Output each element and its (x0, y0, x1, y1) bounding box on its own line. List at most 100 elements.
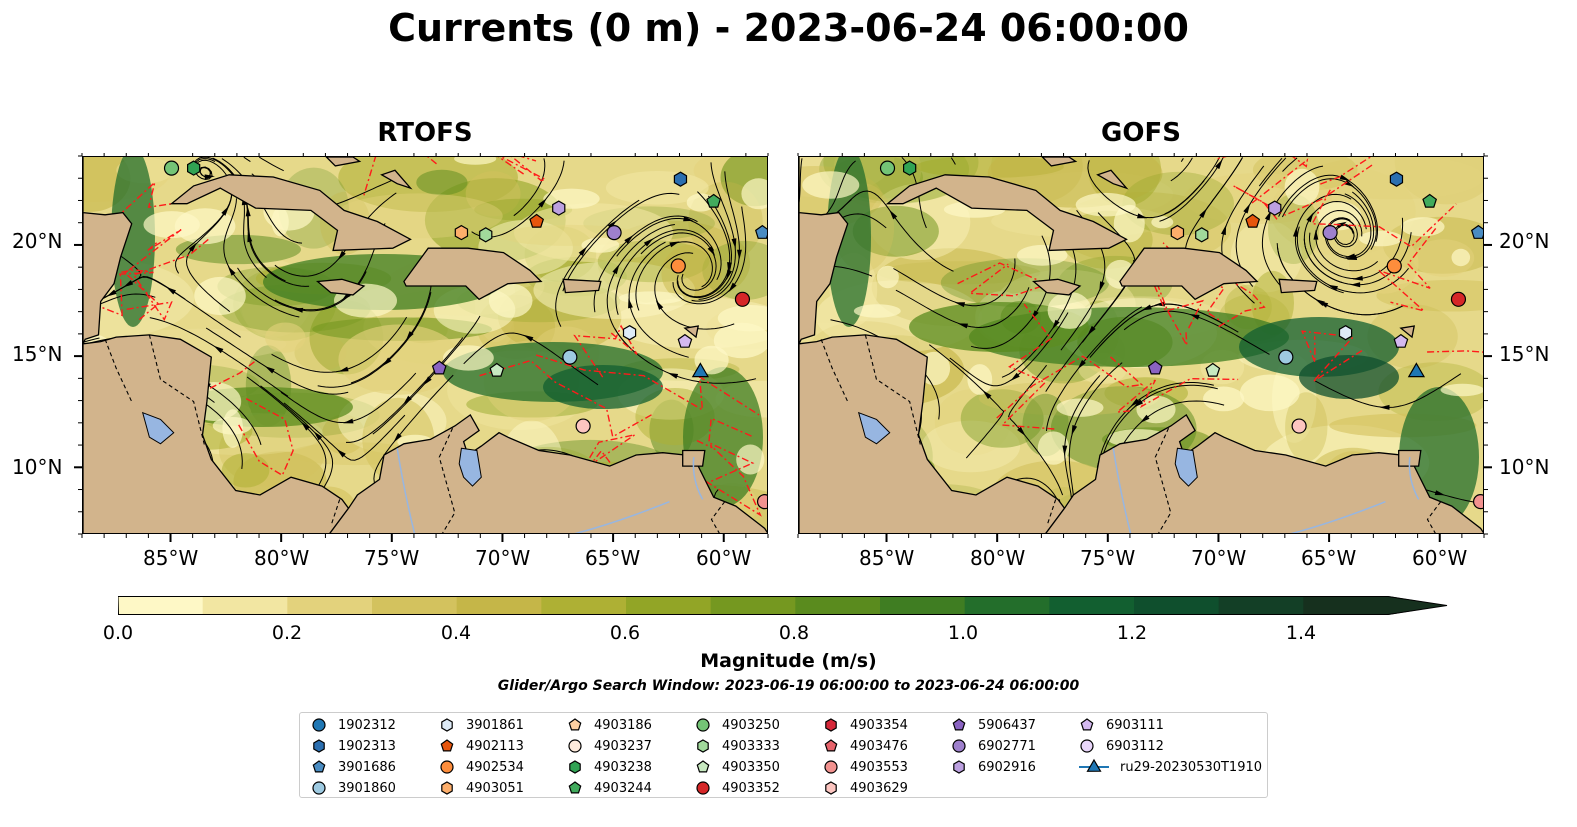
legend-shape (440, 760, 454, 774)
legend-label: 4903333 (722, 738, 780, 754)
platform-marker (1205, 362, 1221, 377)
platform-marker (1195, 227, 1209, 243)
colorbar-label: Magnitude (m/s) (700, 650, 877, 672)
legend-shape (569, 760, 581, 774)
legend-label: 6902771 (978, 738, 1036, 754)
legend-label: 4903629 (850, 780, 908, 796)
lon-label-65w-gofs: 65°W (1301, 546, 1357, 570)
legend-marker-icon (1080, 718, 1094, 731)
platform-marker (529, 213, 545, 228)
legend-label: 3901686 (338, 759, 396, 775)
platform-marker (575, 418, 591, 434)
platform-marker (479, 227, 493, 243)
legend-shape (696, 760, 710, 773)
platform-marker (163, 160, 180, 176)
land-jamaica (1031, 278, 1082, 296)
legend-item: 4903352 (694, 778, 780, 798)
legend-item: 4903333 (694, 736, 780, 756)
legend-item: 3901861 (438, 715, 524, 735)
legend-item: 4903476 (822, 736, 908, 756)
legend-shape (312, 781, 326, 795)
platform-markers (163, 160, 767, 510)
legend-label: 6903112 (1106, 738, 1164, 754)
legend-item: 4903250 (694, 715, 780, 735)
colorbar-segment (795, 596, 881, 615)
land-south (329, 413, 767, 533)
legend-label: 4903553 (850, 759, 908, 775)
platform-marker (902, 160, 917, 176)
legend-item: 4903553 (822, 757, 908, 777)
lon-label-60w: 60°W (696, 546, 752, 570)
platform-marker (673, 171, 688, 187)
legend-shape (825, 781, 837, 795)
platform-marker (431, 360, 447, 375)
legend-label: 1902313 (338, 738, 396, 754)
legend-label: 4903350 (722, 759, 780, 775)
platform-marker (677, 333, 693, 348)
legend-shape (824, 739, 838, 752)
platform-marker (1389, 171, 1404, 187)
land-hispaniola (1119, 247, 1259, 301)
legend-marker-icon (825, 781, 837, 795)
land-cuba (169, 174, 412, 252)
legend-label: 6902916 (978, 759, 1036, 775)
platform-marker (1472, 494, 1483, 510)
platform-marker (562, 349, 578, 365)
land-puertorico (562, 278, 602, 294)
land-bahamas2 (1096, 169, 1129, 190)
legend-marker-icon (1079, 758, 1109, 772)
lon-label-85w-gofs: 85°W (859, 546, 915, 570)
legend-label: 4902113 (466, 738, 524, 754)
legend-marker-icon (696, 760, 710, 773)
platform-marker (691, 362, 710, 378)
gofs-map-canvas (799, 157, 1483, 533)
landmass (83, 157, 767, 533)
legend-shape (312, 760, 326, 773)
colorbar-segment (202, 596, 288, 615)
legend-shape (697, 739, 709, 753)
colorbar-segment (1134, 596, 1220, 615)
legend-shape (1080, 739, 1094, 753)
colorbar-extend-arrow (1388, 596, 1447, 615)
land-south (1045, 413, 1483, 533)
legend-item: 4903244 (566, 778, 652, 798)
platform-marker (734, 291, 751, 307)
colorbar-segment (1218, 596, 1304, 615)
platform-marker (706, 193, 722, 208)
rtofs-map-canvas (83, 157, 767, 533)
legend-item: 4903629 (822, 778, 908, 798)
legend-marker-icon (568, 718, 582, 731)
lat-label-10n-left: 10°N (12, 455, 63, 479)
colorbar-tick-2: 0.4 (440, 622, 472, 644)
colorbar-tick-1: 0.2 (271, 622, 303, 644)
platform-marker (1386, 258, 1402, 274)
land-hispaniola (403, 247, 543, 301)
legend-marker-icon (824, 739, 838, 752)
lat-label-20n-right: 20°N (1499, 229, 1550, 253)
lon-label-60w-gofs: 60°W (1412, 546, 1468, 570)
search-window-note: Glider/Argo Search Window: 2023-06-19 06… (497, 678, 1080, 694)
country-borders (820, 334, 1442, 533)
legend-shape (952, 718, 966, 731)
platform-marker (1338, 325, 1353, 341)
legend-shape (1080, 718, 1094, 731)
platform-marker (1245, 213, 1261, 228)
colorbar-segment (880, 596, 966, 615)
legend-label: 6903111 (1106, 717, 1164, 733)
legend-label: ru29-20230530T1910 (1120, 759, 1263, 775)
legend-label: 4903237 (594, 738, 652, 754)
land-puertorico (1278, 278, 1318, 294)
land-bahamas1 (1041, 157, 1078, 167)
legend-label: 4903051 (466, 780, 524, 796)
colorbar-segment (372, 596, 458, 615)
land-leeward (1399, 325, 1416, 339)
platform-marker (622, 325, 637, 341)
legend-item: 4903238 (566, 757, 652, 777)
colorbar-tick-4: 0.8 (778, 622, 810, 644)
land-cuba (885, 174, 1128, 252)
land-yucatan (83, 157, 133, 345)
lat-label-15n-right: 15°N (1499, 342, 1550, 366)
legend-marker-icon (1080, 739, 1094, 753)
colorbar-segment (1303, 596, 1389, 615)
land-bahamas2 (380, 169, 413, 190)
